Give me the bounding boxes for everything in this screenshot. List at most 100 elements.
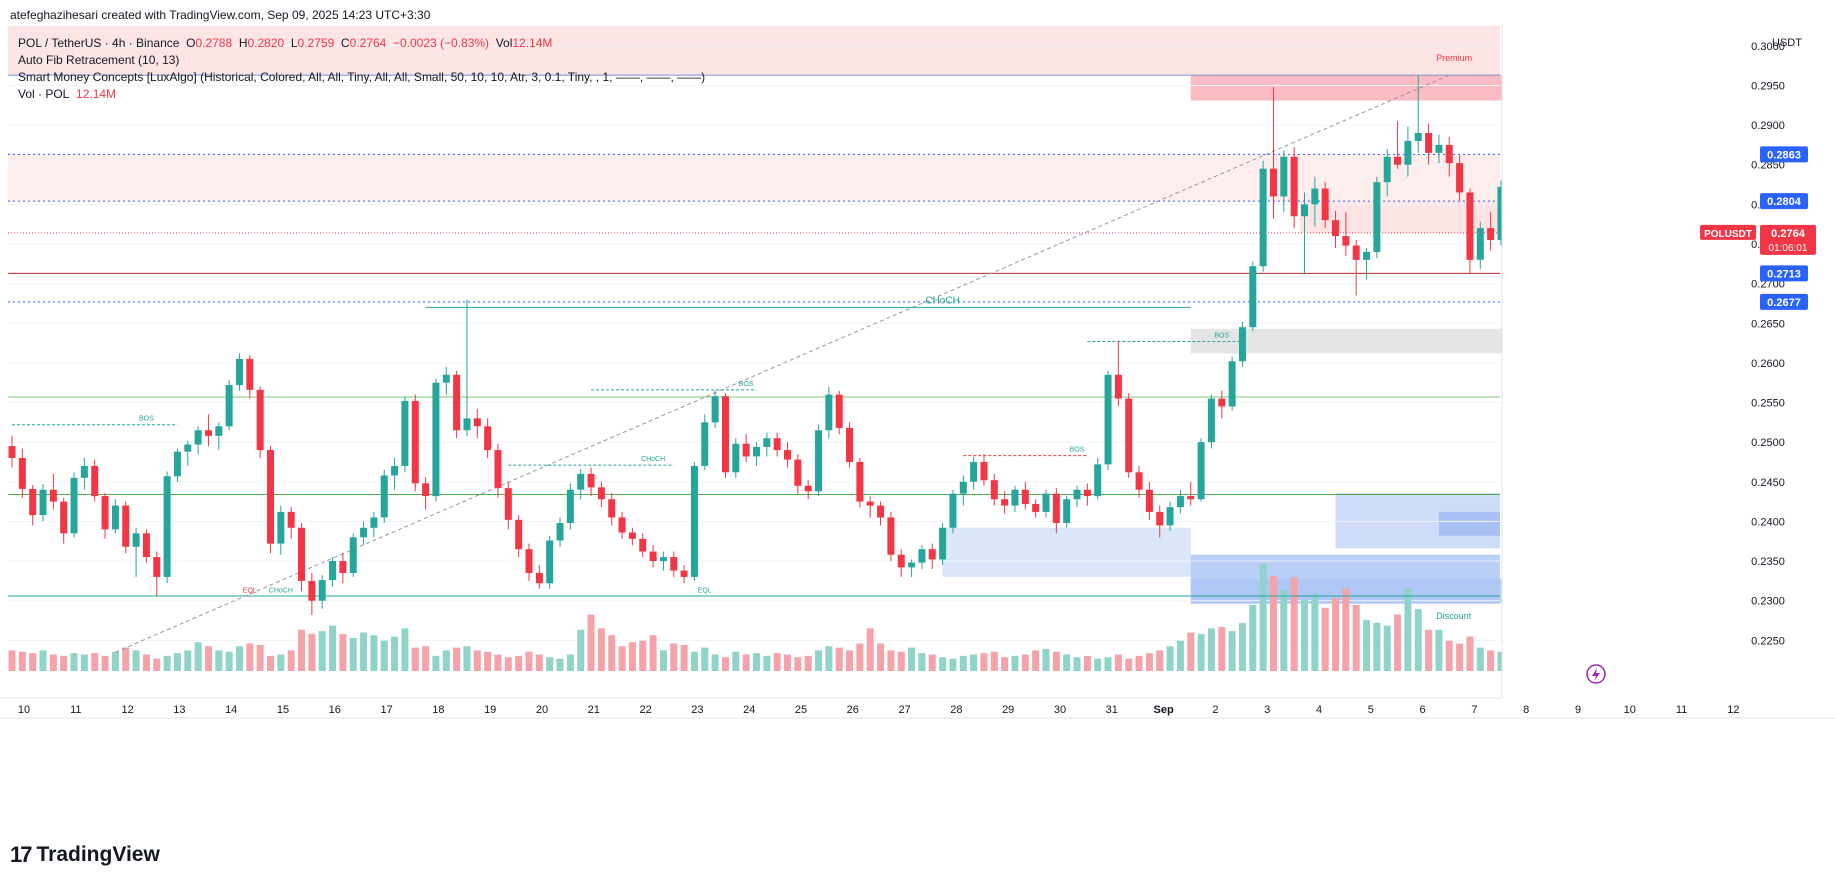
volume-bar	[194, 642, 202, 671]
volume-bar	[308, 633, 316, 671]
premium-band	[8, 26, 1500, 76]
legend-low: 0.2759	[297, 36, 335, 50]
tradingview-brand[interactable]: 17 TradingView	[10, 842, 160, 868]
volume-bar	[1476, 647, 1484, 671]
candle-body	[349, 537, 357, 573]
price-chart[interactable]: PremiumEquilibriumDiscountBOSCHoCHCHoCHB…	[0, 26, 1835, 826]
candle-body	[1021, 489, 1029, 504]
volume-bar	[1207, 628, 1215, 671]
volume-bar	[866, 628, 874, 671]
candle-body	[142, 533, 150, 558]
volume-bar	[29, 653, 37, 671]
candle-body	[267, 450, 274, 544]
legend-indicator-vol[interactable]: Vol · POL 12.14M	[18, 86, 705, 103]
candle-body	[473, 418, 481, 427]
legend-ohlc: POL / TetherUS · 4h · Binance O0.2788 H0…	[18, 35, 705, 52]
volume-bar	[897, 651, 905, 671]
legend-indicator-smc[interactable]: Smart Money Concepts [LuxAlgo] (Historic…	[18, 70, 706, 84]
candle-body	[949, 493, 957, 528]
volume-bar	[639, 640, 647, 671]
candle-body	[742, 443, 750, 457]
volume-bar	[1042, 649, 1050, 671]
volume-bar	[473, 650, 481, 671]
volume-bar	[80, 654, 88, 671]
candle-body	[1301, 204, 1308, 217]
candle-body	[990, 480, 998, 500]
candle-body	[1476, 228, 1484, 260]
time-tick: 17	[380, 704, 392, 716]
candle-body	[70, 477, 78, 534]
volume-bar	[659, 650, 667, 671]
candle-body	[1228, 361, 1236, 407]
candle-body	[235, 358, 243, 386]
candle-body	[670, 557, 678, 571]
candle-body	[628, 532, 636, 539]
time-tick: 22	[639, 704, 651, 716]
volume-bar	[928, 654, 936, 671]
volume-bar	[701, 647, 709, 671]
candle-body	[8, 446, 16, 459]
time-tick: 10	[18, 704, 30, 716]
candle-body	[1445, 144, 1453, 164]
candle-body	[711, 396, 719, 423]
legend-open-label: O	[186, 36, 196, 50]
volume-bar	[101, 655, 109, 671]
volume-bar	[235, 646, 243, 671]
candle-body	[1394, 156, 1402, 165]
candle-body	[504, 488, 512, 520]
candle-body	[184, 444, 192, 452]
volume-bar	[1332, 598, 1340, 671]
volume-bar	[256, 644, 264, 671]
candle-body	[1456, 163, 1464, 193]
price-tick: 0.2650	[1751, 318, 1785, 330]
legend-vol-label: Vol	[495, 36, 513, 50]
legend-close: 0.2764	[349, 36, 387, 50]
volume-bar	[670, 643, 678, 671]
structure-label: CHoCH	[925, 295, 959, 306]
time-tick: 4	[1316, 704, 1322, 716]
candle-body	[1207, 398, 1215, 443]
volume-bar	[215, 650, 223, 671]
volume-bar	[1083, 655, 1091, 671]
candle-body	[1321, 188, 1329, 221]
volume-bar	[1373, 622, 1381, 671]
volume-bar	[1383, 625, 1391, 671]
candle-body	[1363, 251, 1371, 260]
candle-body	[556, 523, 564, 541]
volume-bar	[1363, 620, 1371, 671]
volume-bar	[1094, 658, 1102, 671]
candle-body	[1042, 493, 1050, 512]
structure-label: BOS	[1070, 447, 1085, 454]
volume-bar	[1114, 654, 1122, 671]
volume-bar	[391, 636, 399, 671]
candle-body	[1404, 140, 1412, 165]
lightning-bolt-icon	[1592, 668, 1600, 681]
time-tick: 13	[173, 704, 185, 716]
volume-bar	[494, 654, 502, 671]
candle-body	[515, 519, 523, 550]
volume-bar	[680, 644, 688, 671]
volume-bar	[246, 643, 254, 671]
candle-body	[1166, 507, 1174, 526]
candle-body	[318, 580, 326, 601]
volume-bar	[163, 655, 171, 671]
structure-label: EQL	[243, 588, 257, 595]
candle-body	[1073, 489, 1081, 500]
volume-bar	[939, 657, 947, 671]
candle-body	[484, 426, 492, 451]
price-tick: 0.2900	[1751, 120, 1785, 132]
candle-body	[287, 511, 295, 528]
candle-body	[1497, 186, 1505, 241]
volume-bar	[349, 638, 357, 671]
candle-body	[763, 438, 771, 447]
volume-bar	[949, 658, 957, 671]
volume-bar	[1269, 576, 1277, 671]
legend-open: 0.2788	[195, 36, 233, 50]
price-tick: 0.2250	[1751, 635, 1785, 647]
legend-indicator-fib[interactable]: Auto Fib Retracement (10, 13)	[18, 53, 180, 67]
volume-bar	[1497, 651, 1505, 671]
candle-body	[494, 450, 502, 489]
price-tick: 0.2300	[1751, 596, 1785, 608]
candle-body	[1280, 156, 1288, 197]
candle-body	[277, 511, 285, 544]
